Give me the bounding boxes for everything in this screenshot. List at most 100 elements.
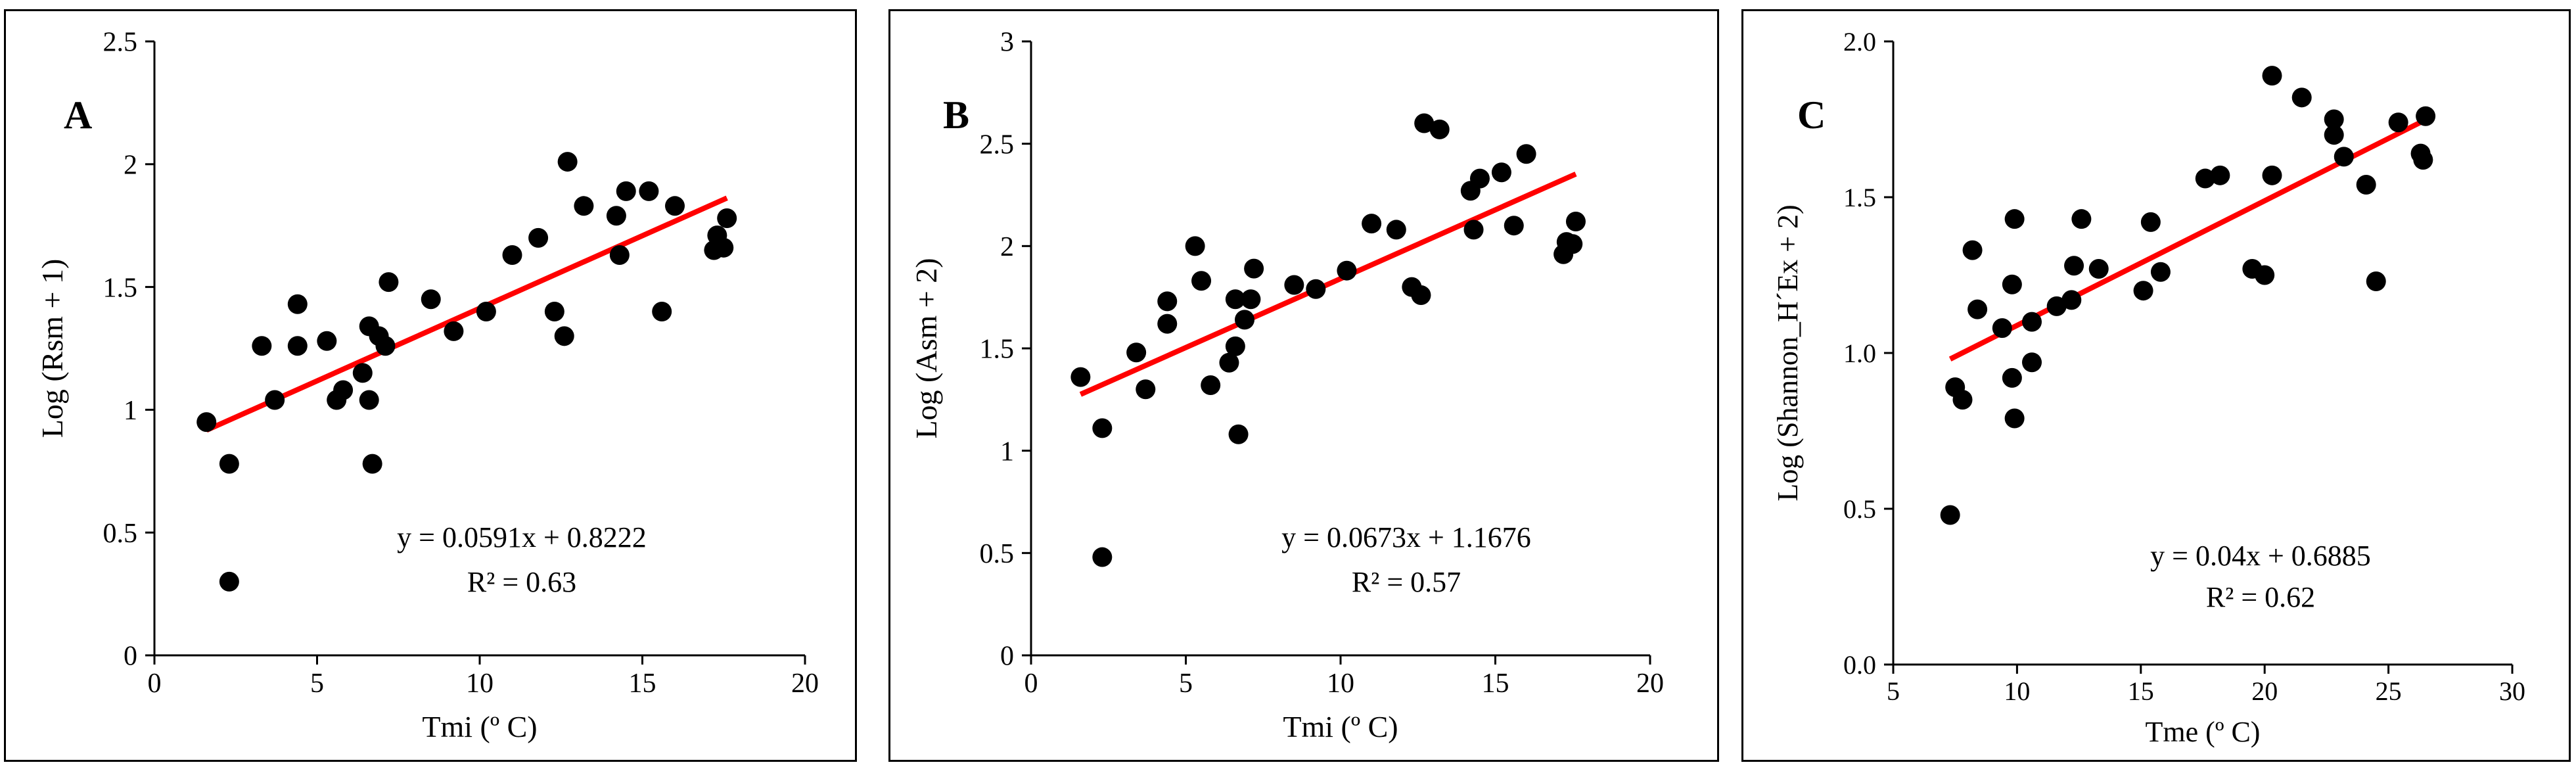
data-point [502,245,522,266]
data-point [557,152,578,172]
y-axis-label: Log (Asm + 2) [909,258,943,438]
y-tick-label: 3 [1000,28,1014,58]
data-point [714,237,734,258]
data-point [362,454,382,474]
data-point [1136,379,1156,400]
x-tick-label: 20 [791,668,819,699]
x-tick-label: 10 [466,668,494,699]
data-point [2022,352,2042,373]
data-point [665,196,685,216]
data-point [1386,220,1406,240]
data-point [444,321,464,341]
data-point [252,336,272,356]
data-point [2064,256,2084,276]
data-point [1414,113,1435,133]
regression-equation: y = 0.04x + 0.6885 [2150,540,2371,572]
data-point [2210,165,2230,185]
data-point [2150,262,2171,282]
data-point [2291,87,2312,108]
r-squared-label: R² = 0.62 [2206,581,2315,613]
data-point [1219,352,1239,373]
data-point [2071,209,2092,229]
trendline [1079,172,1577,397]
trendline [205,195,728,433]
y-tick-label: 1 [124,396,137,426]
data-point [1228,424,1249,444]
data-point [2061,290,2082,310]
y-tick-label: 0.0 [1843,650,1876,680]
data-point [219,571,239,592]
x-tick-label: 15 [1482,668,1509,699]
data-point [606,206,626,226]
data-point [333,380,354,400]
data-point [717,208,737,228]
data-point [2195,168,2215,189]
x-tick-label: 20 [2251,676,2278,706]
data-point [1092,547,1113,567]
data-point [1337,260,1357,281]
data-point [317,331,337,351]
data-point [544,301,564,321]
trendline [1948,117,2427,362]
data-point [2413,150,2433,170]
data-point [1185,236,1205,256]
data-point [1157,314,1178,334]
data-point [616,181,636,201]
panel-label: A [64,93,92,137]
data-point [352,363,373,383]
data-point [2356,175,2376,195]
data-point [1992,318,2012,339]
data-point [2324,125,2344,145]
r-squared-label: R² = 0.57 [1352,566,1461,598]
regression-equation: y = 0.0591x + 0.8222 [397,521,647,553]
data-point [1092,418,1113,438]
data-point [652,301,672,321]
panel-label: C [1797,93,1826,137]
x-tick-label: 0 [1024,668,1038,699]
data-point [2133,281,2153,301]
y-tick-label: 1.0 [1843,339,1876,368]
x-axis-label: Tmi (º C) [1283,710,1398,743]
data-point [1962,240,1983,260]
y-axis-label: Log (Shannon_H´Ex + 2) [1772,204,1804,501]
data-point [421,289,441,310]
data-point [1241,289,1261,310]
data-point [359,390,379,410]
y-tick-label: 0.5 [103,519,138,549]
data-point [1563,234,1583,254]
regression-equation: y = 0.0673x + 1.1676 [1281,521,1531,553]
x-tick-label: 5 [310,668,324,699]
data-point [1504,216,1524,236]
data-point [2366,271,2386,291]
data-point [2004,408,2025,429]
data-point [1429,119,1450,139]
data-point [375,336,396,356]
data-point [574,196,594,216]
x-axis-label: Tmi (º C) [422,710,537,743]
x-tick-label: 25 [2376,676,2402,706]
data-point [1201,375,1221,396]
data-point [1411,285,1431,306]
data-point [1952,390,1973,410]
y-tick-label: 0.5 [980,539,1015,569]
y-tick-label: 2 [1000,232,1014,262]
y-axis-label: Log (Rsm + 1) [35,259,69,438]
data-point [2004,209,2025,229]
x-tick-label: 10 [2004,676,2030,706]
data-point [2262,66,2282,86]
data-point [476,301,496,321]
y-tick-label: 1 [1000,436,1014,467]
scatter-chart: 0.0 0.5 1.0 1.5 2.0 5 10 15 20 25 30 Cy = 0.04x + 0… [1772,27,2525,748]
data-point [2140,212,2161,232]
data-point [1191,271,1212,291]
data-point [2324,109,2344,129]
panel-label: B [943,93,969,137]
x-tick-label: 5 [1179,668,1193,699]
y-tick-label: 0 [1000,642,1014,672]
data-point [287,336,308,356]
y-tick-label: 2.5 [980,129,1015,160]
y-tick-label: 0 [124,642,137,672]
data-point [554,326,574,346]
